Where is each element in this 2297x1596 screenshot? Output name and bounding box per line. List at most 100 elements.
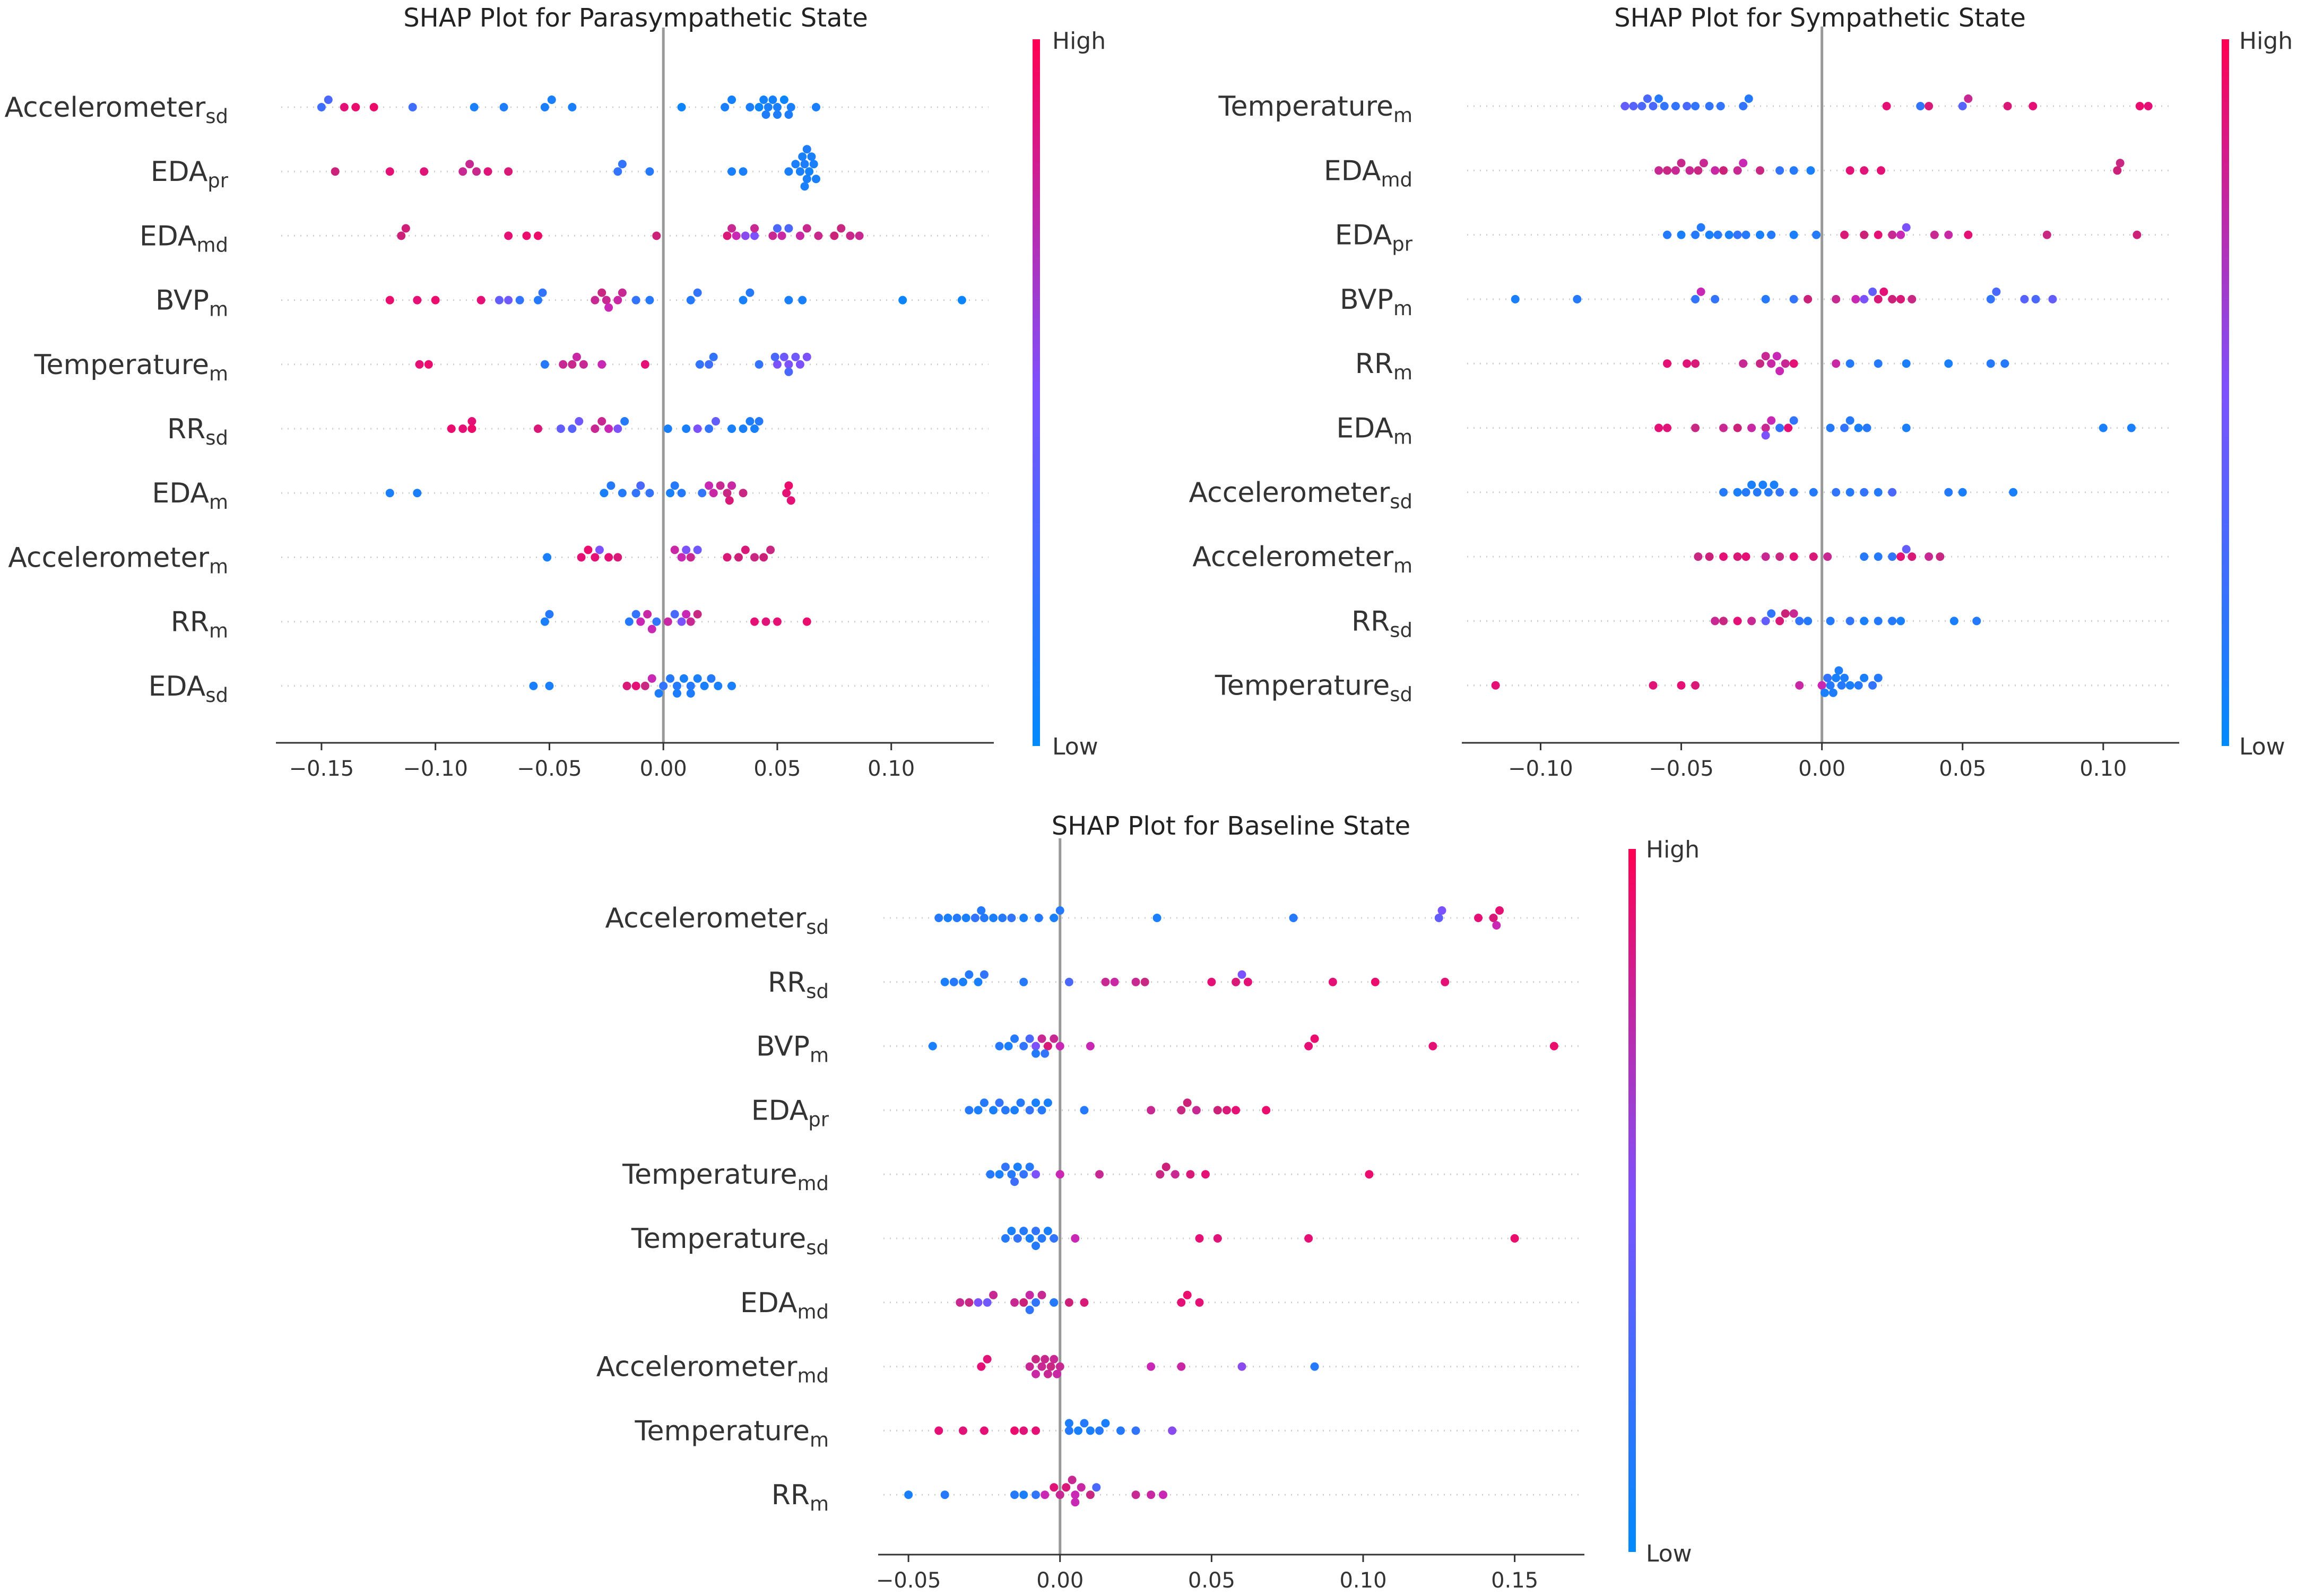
panel-sympathetic-colorbar [2222,39,2229,746]
sympathetic-shap-point [1840,423,1849,432]
baseline-feature-label: RRsd [768,967,829,1003]
parasympathetic-shap-point [670,481,679,490]
sympathetic-shap-point [1775,423,1784,432]
baseline-shap-point [1013,1234,1022,1243]
sympathetic-shap-point [1711,294,1720,303]
parasympathetic-shap-point [604,424,613,433]
baseline-shap-point [1080,1298,1089,1307]
baseline-shap-point [1237,970,1246,979]
sympathetic-shap-point [1691,294,1700,303]
parasympathetic-shap-point [779,352,788,361]
sympathetic-shap-point [2029,102,2038,110]
parasympathetic-x-tick-label: −0.05 [517,757,582,781]
baseline-shap-point [961,914,970,922]
baseline-shap-point [1095,1426,1104,1435]
panel-parasympathetic-colorbar-high: High [1052,28,1106,55]
sympathetic-shap-point [1711,166,1720,175]
parasympathetic-shap-point [652,617,661,626]
parasympathetic-shap-point [613,553,622,562]
baseline-shap-point [1010,1106,1019,1115]
parasympathetic-shap-point [529,681,538,690]
parasympathetic-shap-point [773,617,782,626]
parasympathetic-shap-point [734,553,743,562]
sympathetic-shap-point [1775,617,1784,626]
baseline-shap-point [1201,1170,1210,1179]
sympathetic-shap-point [1804,294,1813,303]
baseline-shap-point [1310,1362,1319,1371]
sympathetic-shap-point [1747,480,1756,489]
baseline-shap-point [1071,1234,1080,1243]
parasympathetic-shap-point [784,110,793,119]
sympathetic-shap-point [1719,552,1728,561]
sympathetic-shap-point [1691,359,1700,368]
baseline-x-tick-label: 0.00 [1036,1568,1084,1593]
sympathetic-shap-point [1756,230,1765,239]
baseline-shap-point [1013,1163,1022,1172]
baseline-shap-point [1043,1042,1052,1051]
parasympathetic-shap-point [802,224,811,233]
baseline-shap-point [1186,1170,1195,1179]
parasympathetic-shap-point [533,424,542,433]
sympathetic-shap-point [1789,230,1798,239]
sympathetic-shap-point [1739,102,1748,110]
sympathetic-shap-point [1744,94,1753,103]
baseline-shap-point [1032,1049,1041,1058]
baseline-feature-label: RRm [772,1479,829,1515]
panel-sympathetic-colorbar-high: High [2239,28,2293,55]
sympathetic-shap-point [1806,166,1815,175]
baseline-shap-point [974,1106,983,1115]
sympathetic-shap-point [1691,681,1700,690]
panel-sympathetic-plot: −0.10 −0.05 0.00 0.05 0.10 Temperaturem EDAmd E… [1189,27,2179,781]
parasympathetic-shap-point [672,689,681,698]
sympathetic-shap-point [1896,230,1905,239]
parasympathetic-shap-point [568,360,577,369]
parasympathetic-shap-point [707,674,716,683]
baseline-shap-point [995,1042,1004,1051]
baseline-shap-point [1289,914,1298,922]
sympathetic-shap-point [1761,431,1770,440]
sympathetic-shap-point [1860,230,1869,239]
parasympathetic-shap-point [782,489,791,498]
parasympathetic-shap-point [711,417,720,426]
sympathetic-shap-point [1826,423,1835,432]
baseline-shap-point [1032,1170,1041,1179]
baseline-shap-point [1147,1490,1156,1499]
baseline-shap-point [1131,1490,1140,1499]
sympathetic-shap-point [1845,681,1854,690]
baseline-shap-point [1110,977,1119,986]
baseline-shap-point [1025,1234,1034,1243]
parasympathetic-shap-point [324,96,333,104]
baseline-feature-label: Accelerometersd [605,903,829,939]
baseline-shap-point [1131,977,1140,986]
parasympathetic-x-tick-label: 0.00 [640,757,687,781]
sympathetic-shap-point [2009,488,2018,497]
baseline-shap-point [1050,914,1059,922]
baseline-feature-label: Temperaturesd [631,1223,829,1259]
parasympathetic-shap-point [504,296,513,305]
parasympathetic-shap-point [773,103,782,111]
sympathetic-shap-point [1694,552,1703,561]
parasympathetic-shap-point [855,231,864,240]
sympathetic-shap-point [1733,488,1742,497]
baseline-shap-point [1019,1490,1028,1499]
baseline-shap-point [1041,1490,1050,1499]
parasympathetic-shap-point [682,424,691,433]
parasympathetic-shap-point [750,231,759,240]
baseline-shap-point [1080,1419,1089,1428]
parasympathetic-shap-point [591,296,600,305]
parasympathetic-shap-point [385,296,394,305]
sympathetic-shap-point [1888,294,1897,303]
sympathetic-shap-point [1491,681,1500,690]
baseline-shap-point [1101,977,1110,986]
sympathetic-shap-point [1860,166,1869,175]
parasympathetic-shap-point [759,96,768,104]
sympathetic-shap-point [1834,666,1843,675]
baseline-feature-label: Temperaturem [635,1415,829,1451]
parasympathetic-shap-point [606,481,616,490]
baseline-shap-point [1213,1234,1222,1243]
baseline-shap-point [1071,1490,1080,1499]
sympathetic-shap-point [1719,488,1728,497]
sympathetic-shap-point [1862,423,1871,432]
parasympathetic-shap-point [618,489,627,498]
